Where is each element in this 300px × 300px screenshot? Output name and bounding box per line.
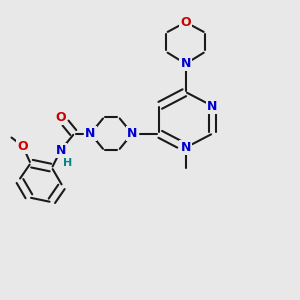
Text: N: N [127, 127, 137, 140]
Text: N: N [181, 57, 191, 70]
Text: O: O [17, 140, 28, 153]
Text: O: O [180, 16, 191, 29]
Text: N: N [85, 127, 96, 140]
Text: O: O [56, 111, 66, 124]
Text: N: N [207, 100, 218, 112]
Text: N: N [181, 141, 191, 154]
Text: N: N [56, 143, 66, 157]
Text: H: H [63, 158, 72, 168]
